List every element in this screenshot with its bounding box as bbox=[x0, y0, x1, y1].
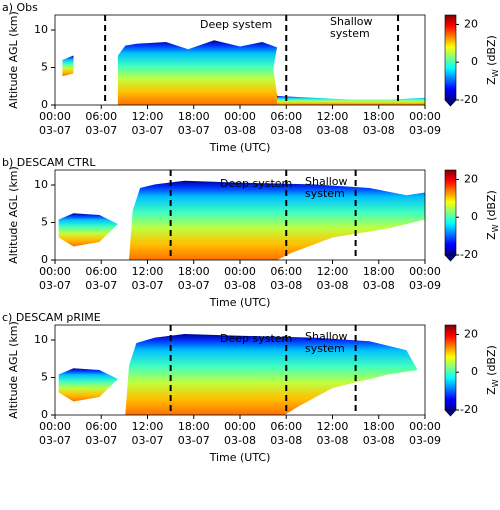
colorbar-tick-label: 20 bbox=[464, 327, 478, 340]
y-tick-label: 10 bbox=[34, 178, 48, 191]
colorbar-extend bbox=[444, 409, 457, 417]
x-tick-label: 00:00 03-08 bbox=[224, 265, 256, 292]
x-tick-label: 00:00 03-07 bbox=[39, 110, 71, 137]
y-tick-label: 5 bbox=[41, 216, 48, 229]
x-tick-label: 06:00 03-07 bbox=[85, 265, 117, 292]
colorbar-extend bbox=[444, 254, 457, 262]
annotation: Deep system bbox=[220, 177, 292, 190]
x-tick-label: 00:00 03-09 bbox=[409, 110, 441, 137]
x-tick-label: 06:00 03-07 bbox=[85, 420, 117, 447]
x-tick-label: 06:00 03-08 bbox=[270, 265, 302, 292]
annotation: Deep system bbox=[220, 332, 292, 345]
colorbar bbox=[444, 324, 457, 411]
y-tick-label: 0 bbox=[41, 408, 48, 421]
colorbar-tick-label: 0 bbox=[471, 210, 478, 223]
y-axis-label: Altitude AGL (km) bbox=[7, 11, 20, 109]
reflectivity-field bbox=[277, 96, 425, 105]
x-tick-label: 12:00 03-08 bbox=[317, 110, 349, 137]
panel-title: a) Obs bbox=[2, 1, 38, 14]
x-tick-label: 18:00 03-08 bbox=[363, 110, 395, 137]
x-tick-label: 00:00 03-07 bbox=[39, 265, 71, 292]
x-tick-label: 00:00 03-08 bbox=[224, 110, 256, 137]
x-tick-label: 18:00 03-08 bbox=[363, 265, 395, 292]
reflectivity-field bbox=[62, 55, 74, 77]
x-axis-label: Time (UTC) bbox=[209, 141, 271, 154]
colorbar-tick-label: -20 bbox=[460, 403, 478, 416]
reflectivity-field bbox=[129, 180, 425, 260]
x-tick-label: 00:00 03-09 bbox=[409, 265, 441, 292]
x-tick-label: 12:00 03-08 bbox=[317, 420, 349, 447]
panel-title: c) DESCAM pRIME bbox=[2, 311, 101, 324]
y-tick-label: 10 bbox=[34, 23, 48, 36]
annotation: Deep system bbox=[200, 18, 272, 31]
annotation: Shallow system bbox=[305, 330, 348, 355]
colorbar-tick-label: 20 bbox=[464, 172, 478, 185]
y-tick-label: 10 bbox=[34, 333, 48, 346]
colorbar-tick-label: 0 bbox=[471, 55, 478, 68]
reflectivity-field bbox=[125, 334, 418, 415]
panel: c) DESCAM pRIME 00:00 03-07 06:00 03-07 12:00… bbox=[2, 311, 500, 464]
panel-title: b) DESCAM CTRL bbox=[2, 156, 96, 169]
x-tick-label: 00:00 03-08 bbox=[224, 420, 256, 447]
panel: a) Obs 00:00 03-07 06:00 03-07 12:00 03-07 18:0… bbox=[2, 1, 500, 154]
colorbar-label: ZW (dBZ) bbox=[485, 35, 500, 85]
x-axis-label: Time (UTC) bbox=[209, 296, 271, 309]
x-tick-label: 06:00 03-07 bbox=[85, 110, 117, 137]
colorbar-tick-label: -20 bbox=[460, 93, 478, 106]
x-tick-label: 06:00 03-08 bbox=[270, 420, 302, 447]
x-tick-label: 18:00 03-07 bbox=[178, 265, 210, 292]
colorbar-tick-label: -20 bbox=[460, 248, 478, 261]
colorbar-tick-label: 0 bbox=[471, 365, 478, 378]
annotation: Shallow system bbox=[305, 175, 348, 200]
y-axis-label: Altitude AGL (km) bbox=[7, 166, 20, 264]
x-tick-label: 12:00 03-07 bbox=[132, 110, 164, 137]
y-axis-label: Altitude AGL (km) bbox=[7, 321, 20, 419]
x-axis-label: Time (UTC) bbox=[209, 451, 271, 464]
y-tick-label: 0 bbox=[41, 253, 48, 266]
y-tick-label: 5 bbox=[41, 61, 48, 74]
x-tick-label: 18:00 03-07 bbox=[178, 110, 210, 137]
reflectivity-field bbox=[58, 368, 118, 402]
x-tick-label: 00:00 03-07 bbox=[39, 420, 71, 447]
x-tick-label: 00:00 03-09 bbox=[409, 420, 441, 447]
colorbar bbox=[444, 169, 457, 256]
colorbar-label: ZW (dBZ) bbox=[485, 345, 500, 395]
x-tick-label: 18:00 03-07 bbox=[178, 420, 210, 447]
y-tick-label: 5 bbox=[41, 371, 48, 384]
panel: b) DESCAM CTRL 00:00 03-07 06:00 03-07 12:00 0… bbox=[2, 156, 500, 309]
x-tick-label: 18:00 03-08 bbox=[363, 420, 395, 447]
annotation: Shallow system bbox=[330, 15, 373, 40]
y-tick-label: 0 bbox=[41, 98, 48, 111]
x-tick-label: 12:00 03-07 bbox=[132, 265, 164, 292]
colorbar-tick-label: 20 bbox=[464, 17, 478, 30]
x-tick-label: 12:00 03-07 bbox=[132, 420, 164, 447]
x-tick-label: 06:00 03-08 bbox=[270, 110, 302, 137]
reflectivity-field bbox=[117, 40, 285, 106]
colorbar-label: ZW (dBZ) bbox=[485, 190, 500, 240]
colorbar-extend bbox=[444, 99, 457, 107]
colorbar bbox=[444, 14, 457, 101]
x-tick-label: 12:00 03-08 bbox=[317, 265, 349, 292]
reflectivity-field bbox=[58, 213, 118, 247]
